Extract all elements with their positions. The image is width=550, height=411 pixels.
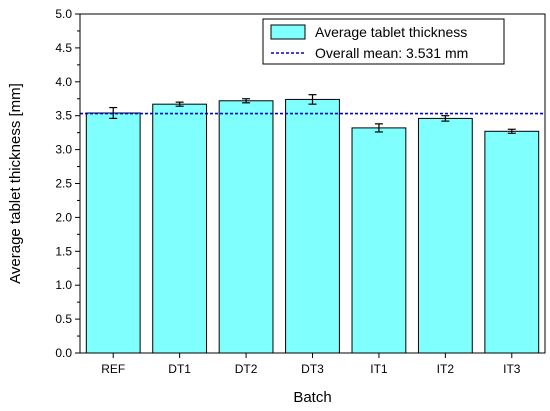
error-bar-dt3 (308, 94, 317, 105)
y-tick-label: 0.5 (55, 312, 72, 326)
y-tick-label: 1.5 (55, 244, 72, 258)
y-axis: 0.0 0.5 1.0 1.5 2.0 2.5 3.0 3.5 4.0 4.5 5.0 (55, 7, 80, 360)
bar-it1 (351, 127, 407, 354)
bar-it3 (484, 130, 540, 354)
y-axis-title: Average tablet thickness [mm] (7, 83, 24, 284)
error-bar-dt1 (175, 101, 184, 107)
bar-dt2 (218, 100, 274, 354)
error-bar-it3 (507, 128, 516, 134)
x-axis: REF DT1 DT2 DT3 IT1 IT2 IT3 (101, 353, 521, 376)
bar-dt3 (285, 98, 340, 354)
legend-label-mean: Overall mean: 3.531 mm (315, 45, 468, 61)
x-tick-label: IT1 (370, 362, 388, 376)
x-tick-label: DT3 (301, 362, 324, 376)
x-tick-label: REF (101, 362, 125, 376)
y-tick-label: 2.0 (55, 210, 72, 224)
x-tick-label: DT1 (168, 362, 191, 376)
error-bar-dt2 (242, 98, 251, 104)
bars-layer (85, 98, 540, 354)
error-bars-layer (109, 94, 516, 134)
legend: Average tablet thickness Overall mean: 3… (262, 18, 505, 65)
y-tick-label: 0.0 (55, 346, 72, 360)
x-tick-label: IT3 (503, 362, 521, 376)
x-axis-title: Batch (293, 389, 331, 406)
y-tick-label: 4.5 (55, 41, 72, 55)
bar-ref (85, 112, 141, 354)
y-tick-label: 4.0 (55, 75, 72, 89)
y-tick-label: 5.0 (55, 7, 72, 21)
legend-label-bar: Average tablet thickness (315, 24, 467, 40)
error-bar-ref (109, 106, 118, 120)
legend-swatch-bar (270, 24, 306, 40)
x-tick-label: DT2 (235, 362, 258, 376)
y-tick-label: 3.0 (55, 143, 72, 157)
y-tick-label: 1.0 (55, 278, 72, 292)
y-tick-label: 2.5 (55, 177, 72, 191)
y-tick-label: 3.5 (55, 109, 72, 123)
x-tick-label: IT2 (437, 362, 455, 376)
bar-dt1 (152, 103, 208, 354)
error-bar-it1 (374, 123, 383, 133)
error-bar-it2 (441, 115, 450, 122)
bar-it2 (417, 117, 473, 354)
